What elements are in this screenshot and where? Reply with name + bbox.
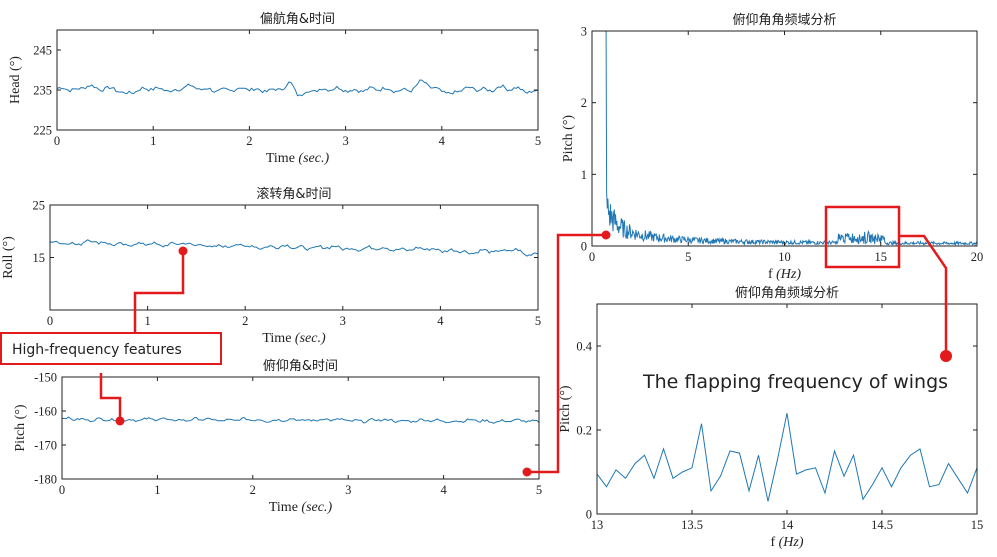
x-tick-label-yaw: 1 [150,134,156,148]
y-axis-label-yaw: Head (°) [8,56,23,104]
y-tick-label-pitch_fft_zoom: 0.2 [576,424,592,438]
fft-start-dot [601,230,611,240]
x-tick-label-pitch_fft_zoom: 14.5 [871,518,893,532]
x-tick-label-yaw: 4 [439,134,446,148]
x-tick-label-roll: 5 [535,314,541,328]
x-tick-label-pitch_fft_zoom: 15 [971,518,984,532]
x-tick-label-pitch_fft_zoom: 13 [591,518,604,532]
x-axis-label-pitch_fft_zoom: f (Hz) [770,535,803,550]
y-tick-label-yaw: 235 [33,84,52,98]
chart-title-roll: 滚转角&时间 [256,186,331,202]
y-tick-label-pitch_fft_zoom: 0 [586,508,592,522]
x-axis-label-yaw: Time (sec.) [266,151,330,166]
y-tick-label-yaw: 225 [33,124,52,138]
roll-callout-line [133,251,185,333]
x-tick-label-pitch_fft_zoom: 13.5 [681,518,703,532]
series-line-pitch-0 [62,416,539,424]
x-tick-label-pitch: 0 [59,483,65,497]
y-tick-label-pitch_fft: 1 [581,168,587,182]
series-line-pitch_fft-0 [605,31,977,246]
zoom-callout-line [899,234,948,356]
chart-roll: 0 1 2 3 4 5 15 25 滚转角&时间 Time (sec.) Roll (°) [1,186,541,346]
chart-title-pitch: 俯仰角&时间 [263,358,338,374]
x-tick-label-pitch_fft: 0 [589,250,595,264]
y-axis-label-pitch: Pitch (°) [13,404,28,452]
pitch-callout-line [99,373,122,421]
chart-title-pitch_fft_zoom: 俯仰角角频域分析 [735,285,839,301]
y-tick-label-pitch: -150 [34,371,57,385]
y-axis-label-roll: Roll (°) [1,236,16,279]
x-tick-label-roll: 2 [242,314,248,328]
y-tick-label-pitch_fft: 3 [581,25,587,39]
pitch-to-fft-line [527,233,606,474]
chart-pitch: 0 1 2 3 4 5 -150 -160 -170 -180 俯仰角&时间 Time (sec.) P… [13,358,542,515]
plot-frame-pitch_fft_zoom [596,303,978,515]
chart-pitch_fft_zoom: 13 13.5 14 14.5 15 0 0.2 0.4 俯仰角角频域分析 f (Hz) Pitch… [558,285,983,550]
x-axis-label-pitch_fft: f (Hz) [768,267,801,282]
x-tick-label-yaw: 3 [342,134,348,148]
x-tick-label-yaw: 5 [535,134,541,148]
x-axis-label-roll: Time (sec.) [262,331,326,346]
high-freq-box [0,332,222,365]
x-tick-label-pitch: 4 [440,483,447,497]
x-tick-label-pitch: 1 [154,483,160,497]
y-axis-label-pitch_fft: Pitch (°) [561,115,576,163]
series-line-pitch_fft_zoom-0 [597,413,977,502]
flapping-label: The flapping frequency of wings [642,371,948,393]
chart-title-yaw: 偏航角&时间 [260,11,335,27]
series-line-yaw-0 [57,79,538,97]
x-tick-label-pitch_fft: 20 [971,250,984,264]
plot-frame-yaw [56,29,539,131]
x-tick-label-roll: 1 [144,314,150,328]
x-tick-label-yaw: 0 [54,134,60,148]
x-tick-label-pitch_fft: 5 [685,250,691,264]
annotation-layer: High-frequency features The flapping fre… [0,205,952,477]
x-tick-label-pitch_fft_zoom: 14 [781,518,794,532]
high-freq-label: High-frequency features [12,342,182,358]
chart-yaw: 0 1 2 3 4 5 225 235 245 偏航角&时间 Time (sec.) Head (°) [8,11,541,166]
y-axis-label-pitch_fft_zoom: Pitch (°) [558,385,573,433]
x-tick-label-pitch_fft: 10 [778,250,791,264]
y-tick-label-roll: 25 [33,199,46,213]
x-tick-label-roll: 4 [437,314,444,328]
chart-title-pitch_fft: 俯仰角角频域分析 [732,12,836,28]
y-tick-label-pitch: -160 [34,405,57,419]
y-tick-label-roll: 15 [33,251,46,265]
flapping-marker-dot [940,350,952,362]
y-tick-label-pitch_fft: 2 [581,96,587,110]
y-tick-label-yaw: 245 [33,44,52,58]
series-line-roll-0 [50,239,538,257]
x-tick-label-roll: 0 [47,314,53,328]
y-tick-label-pitch: -180 [34,473,57,487]
y-tick-label-pitch: -170 [34,439,57,453]
plot-frame-pitch [61,376,540,480]
x-tick-label-pitch: 3 [345,483,351,497]
x-tick-label-pitch: 2 [250,483,256,497]
x-tick-label-pitch_fft: 15 [875,250,888,264]
chart-pitch_fft: 0 5 10 15 20 0 1 2 3 俯仰角角频域分析 f (Hz) Pitch (°) [561,12,984,282]
pitch-marker-dot [115,416,125,426]
plot-frame-pitch_fft [591,30,978,247]
y-tick-label-pitch_fft_zoom: 0.4 [576,340,592,354]
y-tick-label-pitch_fft: 0 [581,240,587,254]
x-axis-label-pitch: Time (sec.) [269,500,333,515]
plot-frame-roll [49,204,539,311]
x-tick-label-yaw: 2 [246,134,252,148]
x-tick-label-roll: 3 [340,314,346,328]
x-tick-label-pitch: 5 [536,483,542,497]
